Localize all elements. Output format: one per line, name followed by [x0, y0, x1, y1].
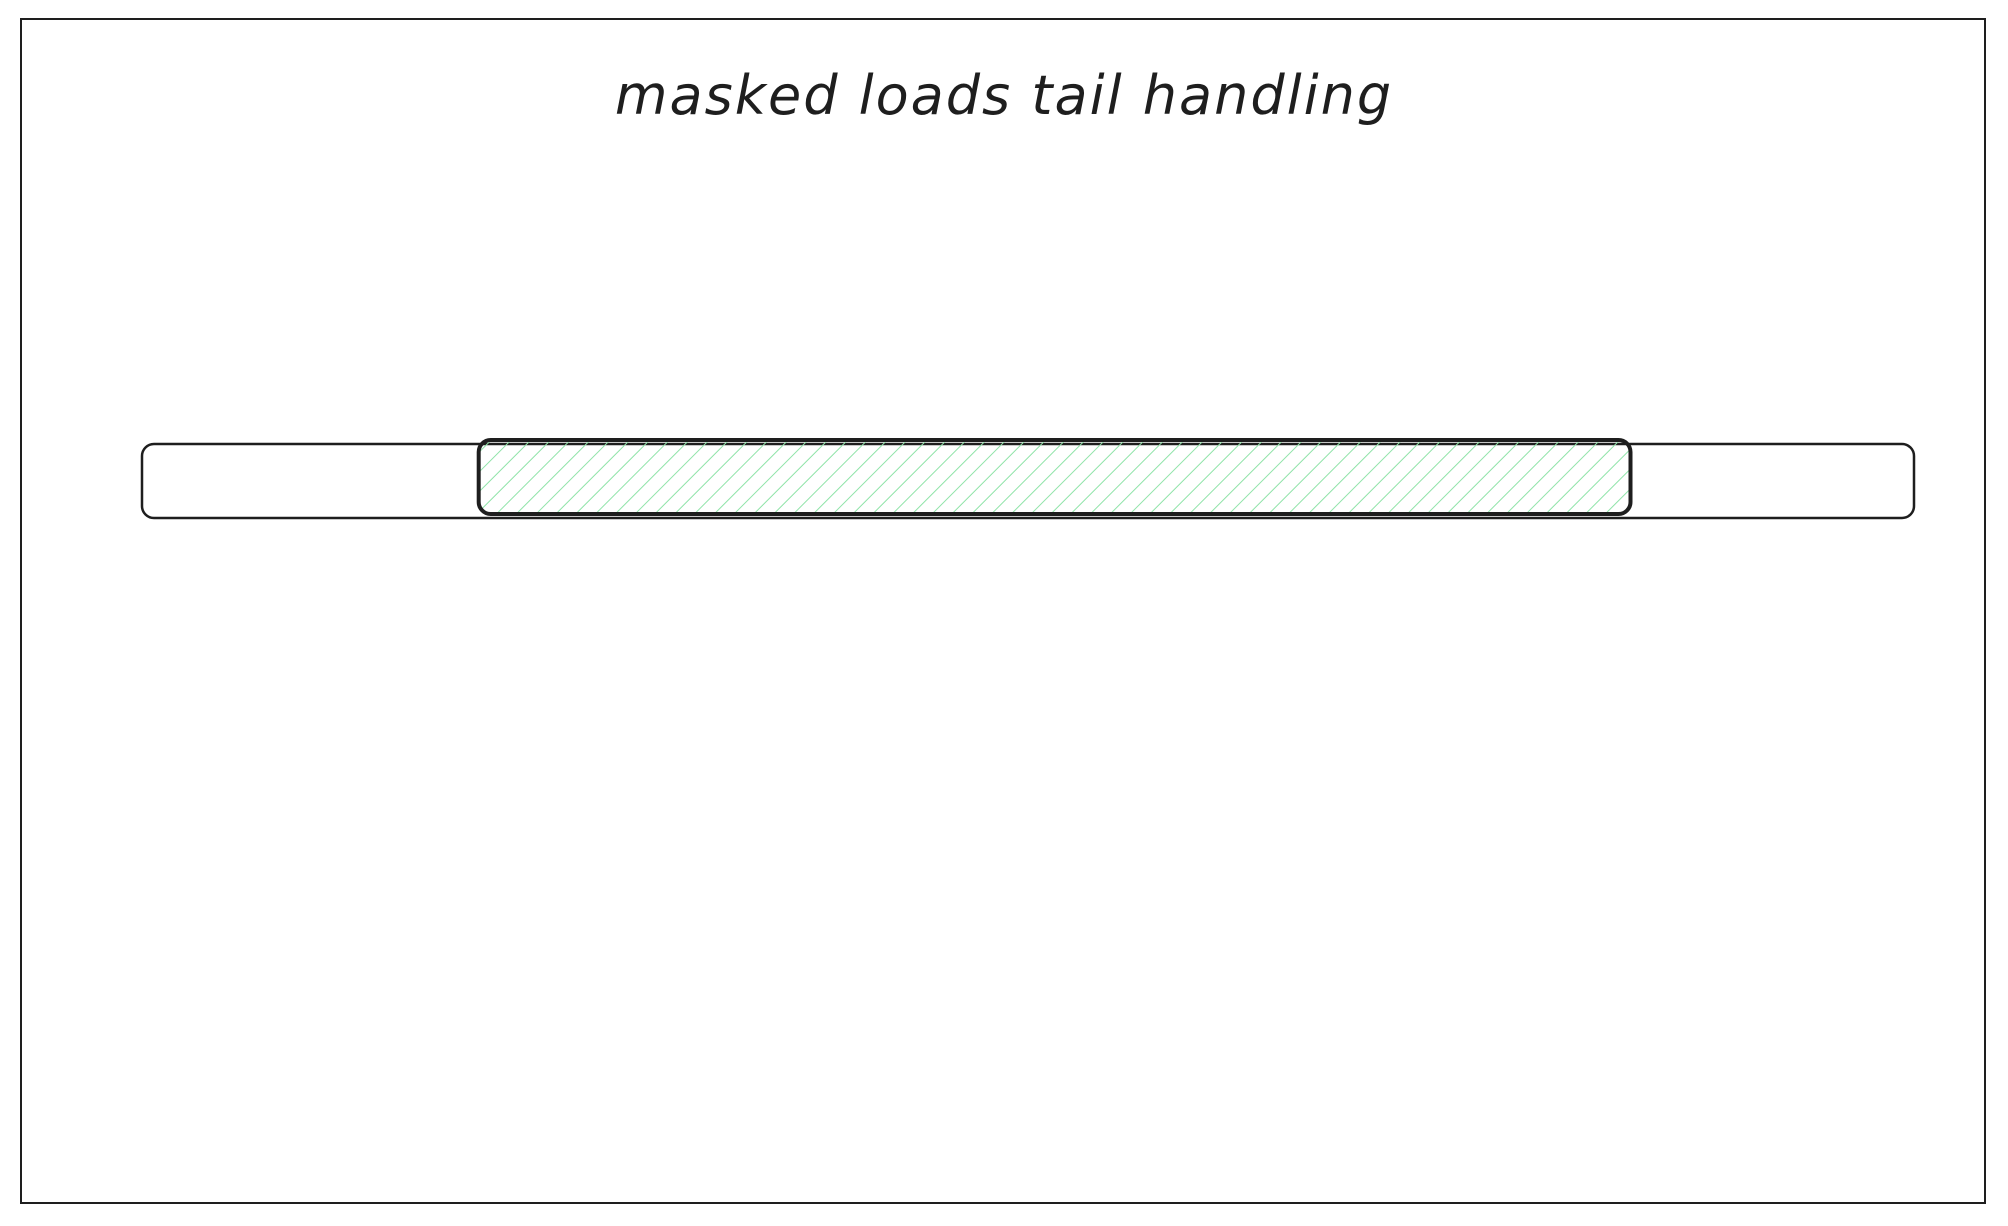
diagram-frame — [20, 18, 1986, 1204]
masked-load-region — [476, 438, 1633, 516]
diagram-title: masked loads tail handling — [614, 64, 1394, 127]
